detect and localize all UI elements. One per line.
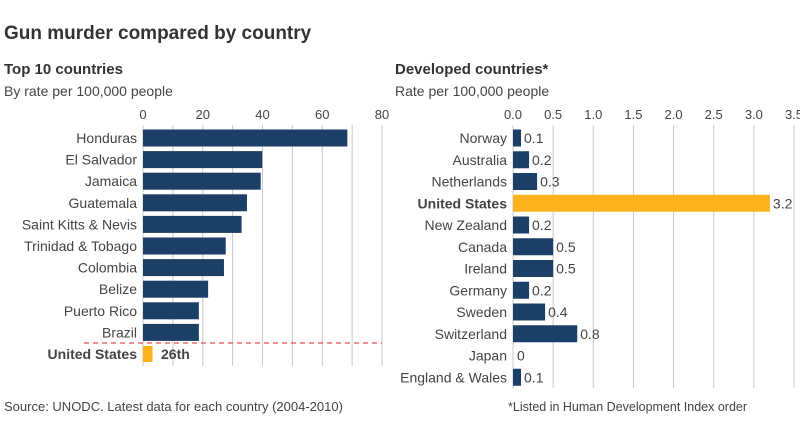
bar: [513, 238, 554, 256]
left-title: Top 10 countries: [4, 61, 123, 78]
bar: [513, 303, 546, 321]
data-label: 0.4: [548, 304, 568, 320]
data-label: 0.3: [540, 174, 560, 190]
category-label: Netherlands: [432, 174, 508, 190]
bar: [143, 280, 209, 298]
bar: [143, 129, 348, 147]
category-label: England & Wales: [400, 369, 507, 385]
x-tick-label: 2.0: [665, 107, 683, 122]
bar: [143, 259, 224, 277]
data-label: 0.1: [524, 130, 544, 146]
x-tick-label: 40: [255, 107, 269, 122]
category-label: Honduras: [76, 130, 137, 146]
data-label: 0: [517, 348, 525, 364]
highlight-label: United States: [48, 346, 138, 362]
category-label: United States: [418, 195, 508, 211]
footnote: *Listed in Human Development Index order: [508, 400, 747, 414]
category-label: Trinidad & Tobago: [24, 238, 137, 254]
category-label: Puerto Rico: [64, 303, 137, 319]
data-label: 0.1: [524, 369, 544, 385]
x-tick-label: 0.5: [544, 107, 562, 122]
right-chart: 0.0 0.5 1.0 1.5 2.0 2.5 3.0 3.5 0.1 Norway 0.2 Aust…: [400, 107, 800, 388]
x-tick-label: 0.0: [504, 107, 522, 122]
category-label: El Salvador: [65, 152, 137, 168]
right-title: Developed countries*: [395, 61, 549, 78]
category-label: New Zealand: [425, 217, 508, 233]
data-label: 0.2: [532, 217, 552, 233]
category-label: Guatemala: [69, 195, 138, 211]
category-label: Germany: [449, 282, 507, 298]
right-subtitle: Rate per 100,000 people: [395, 83, 549, 99]
x-tick-label: 3.0: [745, 107, 763, 122]
bar: [513, 129, 522, 147]
bar: [513, 216, 530, 234]
chart-title: Gun murder compared by country: [4, 23, 312, 44]
bar: [143, 215, 242, 233]
bar: [513, 325, 578, 343]
bar: [143, 172, 261, 190]
left-subtitle: By rate per 100,000 people: [4, 83, 173, 99]
category-label: Jamaica: [85, 173, 137, 189]
category-label: Sweden: [456, 304, 507, 320]
x-tick-label: 20: [196, 107, 210, 122]
category-label: Saint Kitts & Nevis: [22, 216, 137, 232]
bar: [513, 368, 522, 386]
source-note: Source: UNODC. Latest data for each coun…: [4, 399, 343, 414]
category-label: Japan: [469, 348, 507, 364]
data-label: 0.5: [556, 239, 576, 255]
category-label: Brazil: [102, 324, 137, 340]
bar: [513, 281, 530, 299]
data-label: 0.2: [532, 152, 552, 168]
bar: [513, 173, 538, 190]
category-label: Belize: [99, 281, 137, 297]
category-label: Ireland: [464, 261, 507, 277]
x-tick-label: 60: [315, 107, 329, 122]
bar: [143, 151, 263, 169]
data-label: 0.8: [580, 326, 600, 342]
bar: [143, 237, 226, 255]
bar: [143, 323, 199, 341]
x-tick-label: 1.5: [624, 107, 642, 122]
x-tick-label: 80: [375, 107, 389, 122]
x-tick-label: 0: [139, 107, 146, 122]
bar: [143, 302, 199, 320]
category-label: Colombia: [78, 260, 137, 276]
x-tick-label: 3.5: [785, 107, 800, 122]
bar: [143, 194, 247, 212]
highlight-bar: [143, 346, 153, 362]
left-chart: 0 20 40 60 80 Honduras El Salvador Jamaica Guate…: [22, 107, 389, 366]
data-label: 0.2: [532, 282, 552, 298]
category-label: Norway: [460, 130, 507, 146]
bar: [513, 151, 530, 169]
bar: [513, 260, 554, 277]
category-label: Switzerland: [435, 326, 507, 342]
x-tick-label: 1.0: [584, 107, 602, 122]
x-tick-label: 2.5: [705, 107, 723, 122]
highlight-rank: 26th: [161, 346, 190, 362]
category-label: Australia: [453, 152, 508, 168]
category-label: Canada: [458, 239, 507, 255]
data-label: 0.5: [556, 261, 576, 277]
highlight-bar: [513, 194, 770, 212]
data-label: 3.2: [773, 195, 793, 211]
